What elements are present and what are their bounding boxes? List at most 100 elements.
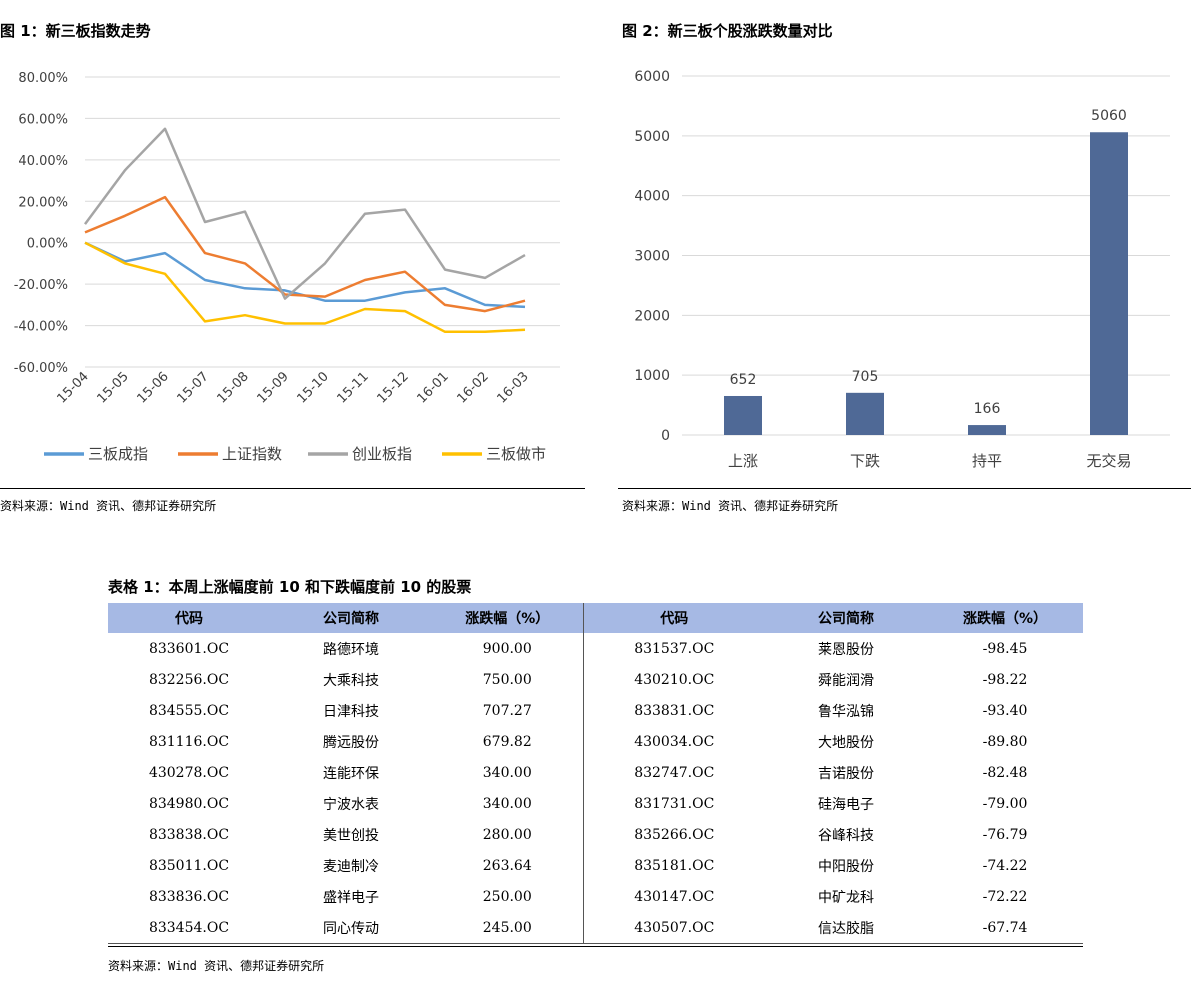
x-tick-label: 15-11 (335, 369, 372, 406)
header-code-losers: 代码 (583, 603, 765, 633)
table-row: 834980.OC 宁波水表 340.00 831731.OC 硅海电子 -79.00 (108, 788, 1083, 819)
series-line-4 (84, 241, 526, 334)
bar (846, 392, 884, 435)
table-header-row: 代码 公司简称 涨跌幅（%） 代码 公司简称 涨跌幅（%） (108, 603, 1083, 633)
x-category-label: 无交易 (1086, 452, 1131, 470)
y-tick-label: -40.00% (14, 320, 68, 335)
header-name-losers: 公司简称 (765, 603, 927, 633)
y-tick-label: 3000 (634, 249, 670, 265)
figure-1-source: 资料来源：Wind 资讯、德邦证券研究所 (0, 499, 217, 513)
cell-code: 833831.OC (634, 702, 715, 719)
bar-value-label: 705 (852, 369, 879, 385)
cell-change: 340.00 (432, 757, 584, 788)
cell-name: 美世创投 (323, 827, 379, 844)
cell-code: 430210.OC (634, 671, 715, 688)
cell-name: 同心传动 (270, 912, 432, 944)
cell-change: 900.00 (432, 633, 584, 664)
table-row: 833838.OC 美世创投 280.00 835266.OC 谷峰科技 -76.79 (108, 819, 1083, 850)
cell-change: 245.00 (432, 912, 584, 944)
bar-value-label: 652 (730, 372, 757, 388)
figure-2-title: 图 2：新三板个股涨跌数量对比 (622, 22, 833, 40)
cell-name: 中矿龙科 (818, 889, 874, 906)
series-line-1 (84, 241, 526, 309)
y-tick-label: 20.00% (18, 195, 68, 210)
cell-name: 鲁华泓锦 (818, 703, 874, 720)
cell-name: 硅海电子 (818, 796, 874, 813)
cell-change: 707.27 (432, 695, 584, 726)
stocks-table: 代码 公司简称 涨跌幅（%） 代码 公司简称 涨跌幅（%） 833601.OC 路… (108, 603, 1083, 944)
figure-1-title: 图 1：新三板指数走势 (0, 22, 151, 40)
cell-name: 大乘科技 (323, 672, 379, 689)
bar (1090, 132, 1128, 435)
table-row: 831116.OC 腾远股份 679.82 430034.OC 大地股份 -89.80 (108, 726, 1083, 757)
cell-name: 大地股份 (818, 734, 874, 751)
y-tick-label: 5000 (634, 129, 670, 145)
cell-code: 835181.OC (634, 857, 715, 874)
cell-code: 430034.OC (634, 733, 715, 750)
series-line-3 (83, 127, 526, 300)
x-tick-label: 16-02 (455, 369, 492, 406)
cell-code: 832256.OC (148, 671, 230, 688)
table-1-source: 资料来源：Wind 资讯、德邦证券研究所 (108, 959, 325, 973)
x-tick-label: 15-09 (255, 369, 292, 406)
bar-value-label: 166 (974, 401, 1001, 417)
table-row: 832256.OC 大乘科技 750.00 430210.OC 舜能润滑 -98.22 (108, 664, 1083, 695)
y-tick-label: 0 (661, 428, 670, 444)
cell-code: 835011.OC (148, 857, 230, 874)
cell-code: 832747.OC (634, 764, 715, 781)
x-tick-label: 15-08 (215, 369, 252, 406)
cell-change: -98.45 (982, 640, 1028, 657)
table-1-title: 表格 1：本周上涨幅度前 10 和下跌幅度前 10 的股票 (108, 578, 472, 596)
cell-name: 舜能润滑 (818, 672, 874, 689)
y-tick-label: 0.00% (27, 237, 68, 252)
header-name-gainers: 公司简称 (270, 603, 432, 633)
header-change-gainers: 涨跌幅（%） (432, 603, 584, 633)
cell-name: 日津科技 (323, 703, 379, 720)
x-tick-label: 16-01 (415, 369, 452, 406)
cell-code: 831116.OC (148, 733, 230, 750)
table-row: 430278.OC 连能环保 340.00 832747.OC 吉诺股份 -82.48 (108, 757, 1083, 788)
y-tick-label: 2000 (634, 308, 670, 324)
cell-code: 834980.OC (148, 795, 230, 812)
table-row: 835011.OC 麦迪制冷 263.64 835181.OC 中阳股份 -74.22 (108, 850, 1083, 881)
legend-label: 三板成指 (88, 445, 148, 463)
cell-code: 833601.OC (148, 640, 230, 657)
cell-change: 750.00 (432, 664, 584, 695)
cell-change: -79.00 (982, 795, 1028, 812)
bar-value-label: 5060 (1091, 108, 1127, 124)
cell-change: -72.22 (982, 888, 1028, 905)
x-category-label: 下跌 (850, 452, 880, 470)
cell-code: 831537.OC (634, 640, 715, 657)
x-tick-label: 15-06 (135, 369, 172, 406)
bar (968, 425, 1006, 435)
cell-change: -98.22 (982, 671, 1028, 688)
header-change-losers: 涨跌幅（%） (927, 603, 1083, 633)
x-tick-label: 16-03 (495, 369, 532, 406)
bar-chart: 0 1000 2000 3000 4000 5000 6000 652 上涨 705 下跌 166 持平… (634, 69, 1170, 470)
cell-code: 831731.OC (634, 795, 715, 812)
cell-name: 吉诺股份 (818, 765, 874, 782)
cell-change: 679.82 (432, 726, 584, 757)
cell-code: 430147.OC (634, 888, 715, 905)
legend-label: 上证指数 (222, 445, 282, 463)
cell-name: 谷峰科技 (818, 827, 874, 844)
header-code-gainers: 代码 (108, 603, 270, 633)
y-tick-label: 80.00% (18, 71, 68, 86)
x-tick-label: 15-10 (295, 369, 332, 406)
cell-name: 腾远股份 (323, 734, 379, 751)
cell-code: 430278.OC (148, 764, 230, 781)
y-tick-label: 4000 (634, 189, 670, 205)
cell-name: 连能环保 (323, 765, 379, 782)
cell-name: 盛祥电子 (323, 889, 379, 906)
cell-code: 430507.OC (583, 912, 765, 944)
cell-change: 263.64 (432, 850, 584, 881)
cell-name: 中阳股份 (818, 858, 874, 875)
legend-label: 三板做市 (486, 445, 546, 463)
legend-label: 创业板指 (352, 445, 412, 463)
cell-code: 834555.OC (148, 702, 230, 719)
cell-change: -89.80 (982, 733, 1028, 750)
cell-change: 340.00 (432, 788, 584, 819)
cell-name: 莱恩股份 (818, 641, 874, 658)
y-tick-label: -60.00% (14, 361, 68, 376)
cell-name: 信达胶脂 (765, 912, 927, 944)
